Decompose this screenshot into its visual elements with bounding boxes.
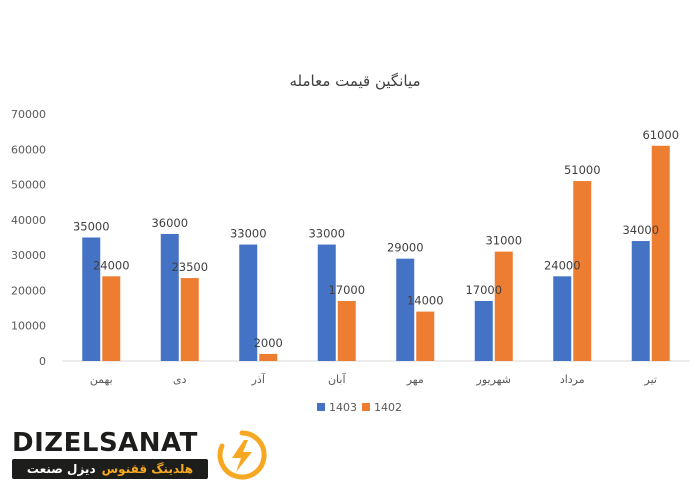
bar-1402-2: [259, 353, 278, 361]
bar-1403-7: [631, 241, 650, 361]
brand-tagline-accent: هلدینگ ققنوس: [101, 462, 194, 476]
bar-1402-6: [573, 181, 592, 361]
bar-1403-4: [396, 258, 415, 361]
bar-1402-4: [416, 311, 435, 361]
bars: [82, 145, 670, 361]
y-tick-label: 60000: [11, 143, 46, 156]
bar-1402-3: [337, 301, 356, 361]
y-tick-label: 70000: [11, 108, 46, 121]
data-label: 36000: [151, 216, 188, 230]
bar-1403-2: [239, 244, 258, 361]
data-label: 17000: [465, 283, 502, 297]
data-label: 2000: [254, 336, 283, 350]
data-label: 61000: [642, 128, 679, 142]
brand-word-dizel: DIZEL: [12, 428, 99, 458]
bar-1402-7: [651, 145, 670, 361]
data-label: 33000: [230, 227, 267, 241]
data-label: 17000: [328, 283, 365, 297]
data-label: 33000: [308, 227, 345, 241]
data-label: 35000: [73, 220, 110, 234]
legend-swatch-1403: [317, 403, 325, 411]
data-label: 23500: [171, 260, 208, 274]
bar-1402-5: [494, 251, 513, 361]
x-axis: بهمن دی آذر آبان مهر شهریور مرداد تیر: [90, 372, 657, 386]
legend-swatch-1402: [362, 403, 370, 411]
legend: 1403 1402: [317, 401, 402, 414]
data-label: 24000: [544, 258, 581, 272]
y-tick-label: 40000: [11, 214, 46, 227]
y-tick-label: 10000: [11, 320, 46, 333]
data-label: 29000: [387, 241, 424, 255]
x-tick-label: تیر: [644, 373, 657, 386]
y-tick-label: 30000: [11, 249, 46, 262]
y-tick-label: 50000: [11, 179, 46, 192]
brand-word-sanat: SANAT: [98, 428, 198, 458]
x-tick-label: آذر: [251, 372, 266, 386]
y-tick-label: 20000: [11, 284, 46, 297]
legend-label: 1402: [374, 401, 402, 414]
bar-chart: میانگین قیمت معامله 0 10000 20000 30000 4000…: [11, 72, 690, 414]
bar-1402-1: [180, 278, 199, 361]
x-tick-label: بهمن: [90, 373, 113, 386]
bar-1403-3: [317, 244, 336, 361]
x-tick-label: آبان: [328, 372, 346, 386]
data-label: 14000: [407, 294, 444, 308]
y-axis: 0 10000 20000 30000 40000 50000 60000 70000: [11, 108, 46, 368]
data-label: 51000: [564, 163, 601, 177]
x-tick-label: مهر: [406, 373, 424, 386]
x-tick-label: شهریور: [476, 373, 511, 386]
data-labels: 35000 24000 36000 23500 33000 2000 33000 17000 2…: [73, 128, 679, 350]
bar-1403-0: [82, 237, 101, 361]
brand-wordmark: DIZELSANAT: [12, 428, 198, 458]
brand-tagline: هلدینگ ققنوس دیزل صنعت: [12, 459, 208, 479]
bar-1403-5: [474, 301, 493, 361]
bar-1402-0: [102, 276, 121, 361]
x-tick-label: دی: [173, 373, 187, 386]
brand-tagline-rest: دیزل صنعت: [26, 462, 96, 476]
data-label: 31000: [485, 234, 522, 248]
x-tick-label: مرداد: [560, 373, 585, 386]
lightning-ring-icon: [217, 430, 267, 480]
y-tick-label: 0: [39, 355, 46, 368]
legend-label: 1403: [329, 401, 357, 414]
data-label: 34000: [622, 223, 659, 237]
brand-logo-block: DIZELSANAT هلدینگ ققنوس دیزل صنعت: [8, 428, 278, 484]
bar-1403-6: [553, 276, 572, 361]
bar-1403-1: [160, 233, 179, 361]
data-label: 24000: [93, 258, 130, 272]
chart-title: میانگین قیمت معامله: [289, 72, 420, 90]
